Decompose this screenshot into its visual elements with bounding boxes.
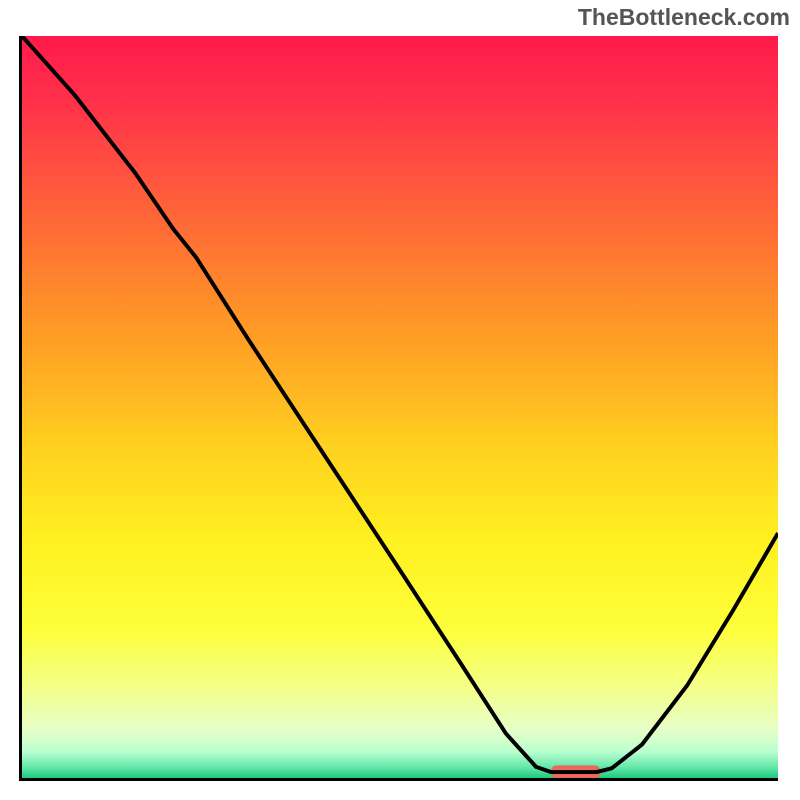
watermark-text: TheBottleneck.com [578,4,790,31]
background-gradient [22,36,778,778]
chart-container: { "watermark": { "text": "TheBottleneck.… [0,0,800,800]
x-axis [19,778,778,781]
plot-area [22,36,778,778]
y-axis [19,36,22,781]
